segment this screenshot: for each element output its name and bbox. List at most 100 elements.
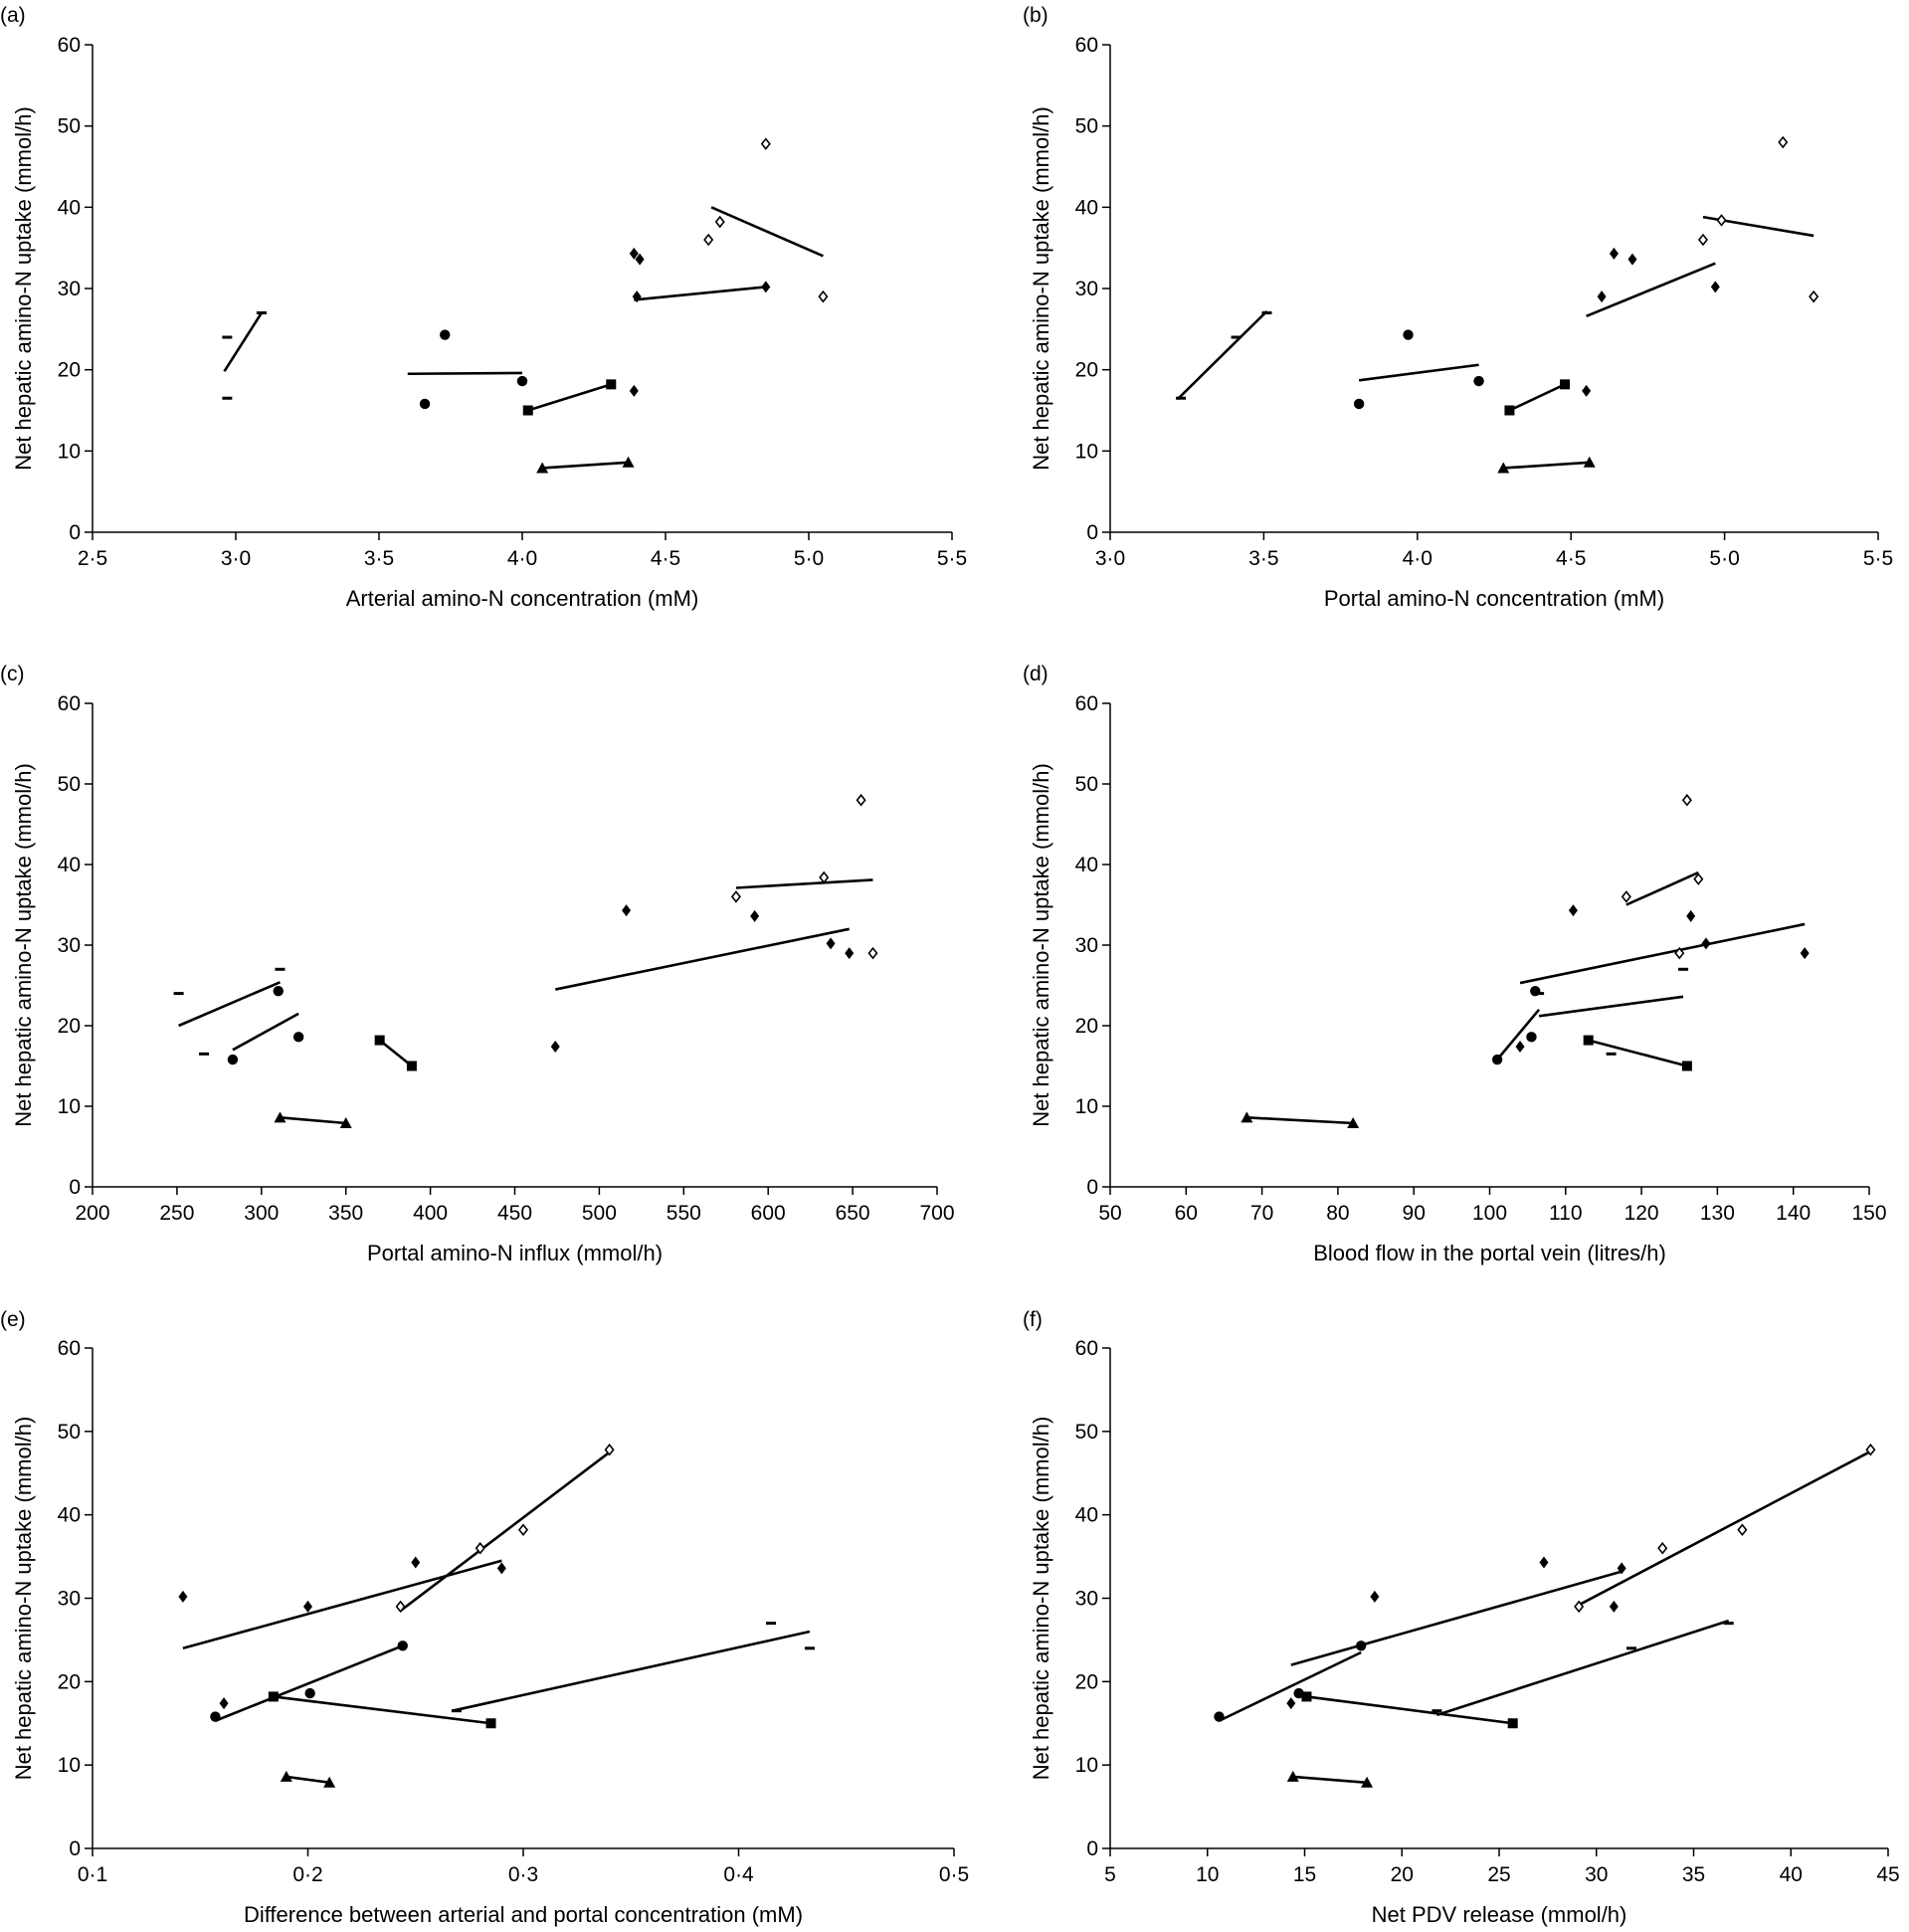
series-triangle <box>1241 1111 1360 1129</box>
triangle-marker <box>323 1776 336 1788</box>
dash-marker <box>765 1622 776 1626</box>
regression-line <box>1246 1116 1354 1125</box>
filled-diamond-marker <box>1582 384 1592 397</box>
circle-marker <box>1353 398 1365 410</box>
y-tick-label: 50 <box>58 1421 81 1444</box>
regression-line <box>1292 1775 1368 1785</box>
panel-b: (b) 0 10 20 30 40 50 60 3·0 3·5 4·0 4·5 5·0 5·5 Portal… <box>1023 4 1893 611</box>
triangle-marker <box>1286 1770 1299 1782</box>
open-diamond-marker <box>475 1541 485 1555</box>
y-tick-label: 60 <box>1075 34 1098 57</box>
x-tick-label: 2·5 <box>78 547 107 570</box>
y-tick-label: 30 <box>58 934 81 957</box>
series-square <box>374 1035 417 1071</box>
x-tick-label: 4·5 <box>651 547 680 570</box>
filled-diamond-marker <box>761 281 771 293</box>
regression-line <box>232 1012 299 1052</box>
x-axis-title: Difference between arterial and portal c… <box>244 1902 803 1927</box>
panel-label: (a) <box>0 4 26 27</box>
y-axis-title: Net hepatic amino-N uptake (mmol/h) <box>11 763 36 1127</box>
series-triangle <box>1286 1770 1374 1788</box>
dash-marker <box>1261 311 1272 314</box>
square-marker <box>374 1035 385 1046</box>
y-tick-label: 40 <box>58 854 81 876</box>
regression-line <box>1290 1570 1623 1666</box>
regression-line <box>1496 1008 1541 1061</box>
series-square <box>268 1691 496 1729</box>
regression-line <box>527 383 612 412</box>
dash-marker <box>1176 396 1187 400</box>
x-tick-label: 10 <box>1196 1863 1219 1886</box>
regression-line <box>1588 1039 1688 1067</box>
dash-marker <box>1723 1622 1734 1626</box>
series-filled-diamond <box>178 1556 506 1710</box>
open-diamond-marker <box>1681 793 1692 807</box>
series-circle <box>210 1641 408 1722</box>
x-tick-label: 0·3 <box>508 1863 538 1886</box>
square-marker <box>1560 379 1571 390</box>
series-square <box>522 379 617 416</box>
x-tick-label: 50 <box>1098 1202 1121 1225</box>
regression-line <box>634 286 766 301</box>
triangle-marker <box>280 1770 292 1782</box>
series-triangle <box>1497 456 1596 474</box>
triangle-marker <box>1497 462 1510 474</box>
square-marker <box>406 1061 417 1071</box>
regression-line <box>182 1559 502 1650</box>
circle-marker <box>1403 329 1414 340</box>
series-filled-diamond <box>1286 1556 1626 1710</box>
y-tick-label: 40 <box>58 1504 81 1527</box>
series-open-diamond <box>395 1443 615 1614</box>
open-diamond-marker <box>819 870 830 884</box>
dash-marker <box>275 967 286 971</box>
regression-line <box>1625 870 1699 906</box>
series-open-diamond <box>1574 1443 1876 1614</box>
filled-diamond-marker <box>1609 247 1619 260</box>
panel-c: (c) 0 10 20 30 40 50 60 200 250 300 350 400 450 500 550… <box>0 663 955 1265</box>
y-tick-label: 20 <box>1075 359 1098 382</box>
y-tick-label: 0 <box>1086 521 1098 544</box>
series-triangle <box>274 1111 352 1129</box>
x-tick-label: 250 <box>159 1202 194 1225</box>
x-tick-label: 0·4 <box>723 1863 754 1886</box>
regression-line <box>1177 309 1268 400</box>
panel-f: (f) 0 10 20 30 40 50 60 5 10 15 20 25 30 35 40 45 Net PDV… <box>1023 1308 1900 1927</box>
triangle-marker <box>1347 1117 1360 1129</box>
x-tick-label: 3·0 <box>221 547 251 570</box>
panel-d: (d) 0 10 20 30 40 50 60 50 60 70 80 90 100 110 120 130 14… <box>1023 663 1887 1265</box>
filled-diamond-marker <box>1370 1590 1380 1603</box>
filled-diamond-marker <box>1701 937 1711 950</box>
regression-line <box>1508 383 1566 412</box>
triangle-marker <box>536 462 549 474</box>
x-tick-label: 3·0 <box>1095 547 1125 570</box>
open-diamond-marker <box>1809 290 1819 303</box>
triangle-marker <box>1241 1111 1253 1123</box>
y-tick-label: 40 <box>1075 854 1098 876</box>
circle-marker <box>1526 1032 1537 1043</box>
y-tick-label: 50 <box>1075 773 1098 796</box>
x-tick-label: 5·5 <box>937 547 967 570</box>
x-tick-label: 30 <box>1585 1863 1608 1886</box>
circle-marker <box>419 398 431 410</box>
panel-label: (c) <box>0 663 25 685</box>
x-tick-label: 4·5 <box>1556 547 1586 570</box>
circle-marker <box>1293 1687 1304 1699</box>
circle-marker <box>397 1641 408 1651</box>
open-diamond-marker <box>1657 1541 1668 1555</box>
circle-marker <box>516 375 528 387</box>
regression-line <box>554 927 850 991</box>
y-axis-title: Net hepatic amino-N uptake (mmol/h) <box>11 1417 36 1781</box>
circle-marker <box>292 1032 304 1043</box>
x-tick-label: 100 <box>1472 1202 1507 1225</box>
filled-diamond-marker <box>845 947 855 960</box>
open-diamond-marker <box>1697 233 1709 247</box>
series-dash <box>1534 967 1689 1056</box>
dash-marker <box>1606 1052 1617 1056</box>
x-tick-label: 650 <box>836 1202 870 1225</box>
y-tick-label: 40 <box>1075 1504 1098 1527</box>
dash-marker <box>173 992 184 996</box>
series-filled-diamond <box>629 247 771 397</box>
filled-diamond-marker <box>632 290 642 303</box>
y-tick-label: 40 <box>1075 196 1098 219</box>
triangle-marker <box>1583 456 1596 468</box>
